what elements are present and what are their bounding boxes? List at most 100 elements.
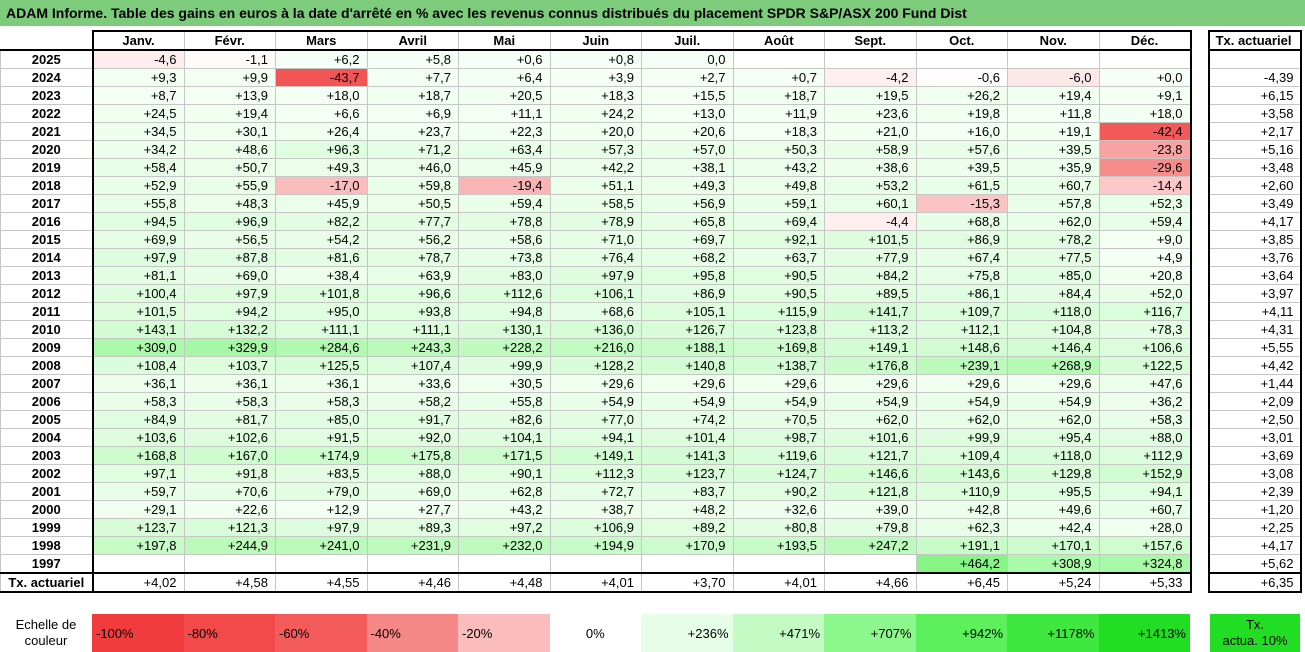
- gain-cell: -43,7: [275, 68, 368, 87]
- gain-cell: +24,2: [549, 104, 642, 123]
- gain-cell: +45,9: [275, 194, 368, 213]
- gain-cell: +60,7: [1007, 176, 1100, 195]
- year-row: 2017 +55,8 +48,3 +45,9 +50,5 +59,4 +58,5 +56,9 +…: [0, 194, 1302, 213]
- average-row: Tx. actuariel +4,02 +4,58 +4,55 +4,46 +4,48 +4…: [0, 572, 1302, 593]
- gain-cell: +6,9: [366, 104, 459, 123]
- gain-cell: [183, 554, 276, 574]
- year-row: 2014 +97,9 +87,8 +81,6 +78,7 +73,8 +76,4 +68,2 +…: [0, 248, 1302, 267]
- gain-cell: +91,7: [366, 410, 459, 429]
- tx-cell: +2,09: [1207, 392, 1302, 411]
- gain-cell: +106,1: [549, 284, 642, 303]
- gain-cell: +78,7: [366, 248, 459, 267]
- tx-cell: -4,39: [1207, 68, 1302, 87]
- gain-cell: +109,7: [915, 302, 1008, 321]
- gain-cell: +53,2: [824, 176, 917, 195]
- gain-cell: -29,6: [1098, 158, 1192, 177]
- scale-tx-swatch: Tx. actua. 10%: [1210, 614, 1300, 652]
- gain-cell: +174,9: [275, 446, 368, 465]
- gain-cell: +90,5: [732, 284, 825, 303]
- gap-cell: [1190, 266, 1209, 285]
- scale-swatch: -40%: [366, 614, 458, 652]
- gain-cell: +62,0: [1007, 410, 1100, 429]
- tx-cell: +5,55: [1207, 338, 1302, 357]
- tx-cell: +2,60: [1207, 176, 1302, 195]
- gain-cell: +101,4: [641, 428, 734, 447]
- year-label: 2017: [0, 194, 94, 213]
- year-row: 1999 +123,7 +121,3 +97,9 +89,3 +97,2 +106,9 +89…: [0, 518, 1302, 537]
- tx-cell: +2,17: [1207, 122, 1302, 141]
- gain-cell: +81,7: [183, 410, 276, 429]
- gain-cell: +244,9: [183, 536, 276, 555]
- year-label: 2006: [0, 392, 94, 411]
- gain-cell: +76,4: [549, 248, 642, 267]
- gap-cell: [1190, 122, 1209, 141]
- gain-cell: +247,2: [824, 536, 917, 555]
- gain-cell: -23,8: [1098, 140, 1192, 159]
- page-title: ADAM Informe. Table des gains en euros à…: [0, 0, 1305, 26]
- gain-cell: +84,9: [92, 410, 185, 429]
- gain-cell: +79,0: [275, 482, 368, 501]
- gain-cell: +171,5: [458, 446, 551, 465]
- gain-cell: +26,2: [915, 86, 1008, 105]
- gain-cell: +62,3: [915, 518, 1008, 537]
- gain-cell: +54,9: [824, 392, 917, 411]
- gain-cell: +32,6: [732, 500, 825, 519]
- gain-cell: +58,6: [458, 230, 551, 249]
- gain-cell: +30,5: [458, 374, 551, 393]
- gain-cell: +18,3: [732, 122, 825, 141]
- year-row: 2010 +143,1 +132,2 +111,1 +111,1 +130,1 +136,0…: [0, 320, 1302, 339]
- year-row: 2025 -4,6 -1,1 +6,2 +5,8 +0,6 +0,8 0,0: [0, 49, 1302, 69]
- header-row: Janv. Févr. Mars Avril Mai Juin Juil. Août Sept.…: [0, 30, 1302, 51]
- gain-cell: -1,1: [183, 49, 276, 69]
- gain-cell: +29,6: [824, 374, 917, 393]
- gap-cell: [1190, 176, 1209, 195]
- gain-cell: +49,8: [732, 176, 825, 195]
- year-label: 2003: [0, 446, 94, 465]
- gap-cell: [1190, 392, 1209, 411]
- gain-cell: +99,9: [915, 428, 1008, 447]
- gain-cell: +71,0: [549, 230, 642, 249]
- gain-cell: +94,8: [458, 302, 551, 321]
- gain-cell: +2,7: [641, 68, 734, 87]
- gap-cell: [1190, 338, 1209, 357]
- month-header: Sept.: [824, 30, 917, 51]
- gain-cell: 0,0: [641, 49, 734, 69]
- year-row: 2006 +58,3 +58,3 +58,3 +58,2 +55,8 +54,9 +54,9 +…: [0, 392, 1302, 411]
- gain-cell: +42,8: [915, 500, 1008, 519]
- gain-cell: +67,4: [915, 248, 1008, 267]
- tx-cell: +3,08: [1207, 464, 1302, 483]
- year-row: 2023 +8,7 +13,9 +18,0 +18,7 +20,5 +18,3 +15,5 +1…: [0, 86, 1302, 105]
- gain-cell: +170,1: [1007, 536, 1100, 555]
- year-row: 2008 +108,4 +103,7 +125,5 +107,4 +99,9 +128,2 +…: [0, 356, 1302, 375]
- gain-cell: +54,9: [915, 392, 1008, 411]
- gain-cell: +329,9: [183, 338, 276, 357]
- gap-cell: [1190, 284, 1209, 303]
- gain-cell: +92,1: [732, 230, 825, 249]
- year-label: 2007: [0, 374, 94, 393]
- year-label: 1999: [0, 518, 94, 537]
- gain-cell: +19,1: [1007, 122, 1100, 141]
- gain-cell: +63,7: [732, 248, 825, 267]
- month-header: Oct.: [915, 30, 1008, 51]
- month-header: Avril: [366, 30, 459, 51]
- gain-cell: +18,7: [366, 86, 459, 105]
- gain-cell: +91,8: [183, 464, 276, 483]
- scale-swatch: -100%: [92, 614, 184, 652]
- gap-cell: [1190, 212, 1209, 231]
- gain-cell: +125,5: [275, 356, 368, 375]
- gain-cell: +119,6: [732, 446, 825, 465]
- gain-cell: +70,5: [732, 410, 825, 429]
- gap-cell: [1190, 410, 1209, 429]
- average-cell: +4,02: [92, 572, 185, 593]
- gain-cell: +0,8: [549, 49, 642, 69]
- scale-label-line: couleur: [24, 633, 68, 648]
- gap-cell: [1190, 464, 1209, 483]
- gain-cell: +86,9: [641, 284, 734, 303]
- gain-cell: [92, 554, 185, 574]
- gain-cell: +52,0: [1098, 284, 1192, 303]
- gain-cell: +78,9: [549, 212, 642, 231]
- gain-cell: +86,1: [915, 284, 1008, 303]
- gain-cell: +20,6: [641, 122, 734, 141]
- gain-cell: +108,4: [92, 356, 185, 375]
- gain-cell: +85,0: [275, 410, 368, 429]
